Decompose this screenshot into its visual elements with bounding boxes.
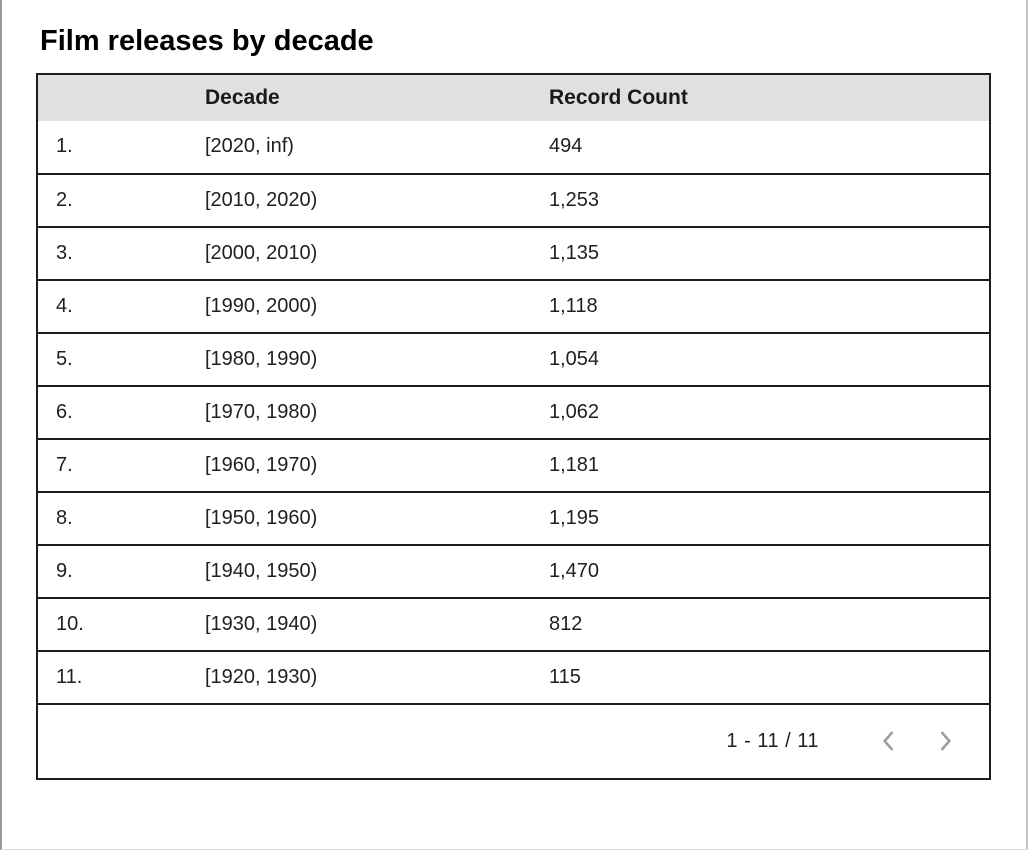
- data-table: Decade Record Count 1. [2020, inf) 494 2…: [38, 74, 989, 705]
- table-row: 7. [1960, 1970) 1,181: [38, 438, 989, 493]
- cell-record-count: 1,135: [529, 226, 989, 281]
- table-row: 6. [1970, 1980) 1,062: [38, 385, 989, 440]
- table-row: 5. [1980, 1990) 1,054: [38, 332, 989, 387]
- table-row: 1. [2020, inf) 494: [38, 120, 989, 175]
- table-row: 10. [1930, 1940) 812: [38, 597, 989, 652]
- cell-record-count: 1,054: [529, 332, 989, 387]
- cell-record-count: 1,195: [529, 491, 989, 546]
- row-number: 5.: [38, 332, 148, 387]
- row-number: 7.: [38, 438, 148, 493]
- cell-record-count: 812: [529, 597, 989, 652]
- table-row: 11. [1920, 1930) 115: [38, 650, 989, 705]
- row-number: 3.: [38, 226, 148, 281]
- pagination-prev-button[interactable]: [869, 721, 909, 761]
- pagination-next-button[interactable]: [925, 721, 965, 761]
- cell-decade: [1940, 1950): [148, 544, 529, 599]
- row-number: 4.: [38, 279, 148, 334]
- cell-decade: [2010, 2020): [148, 173, 529, 228]
- cell-decade: [1970, 1980): [148, 385, 529, 440]
- table-row: 8. [1950, 1960) 1,195: [38, 491, 989, 546]
- cell-decade: [1920, 1930): [148, 650, 529, 705]
- cell-record-count: 1,181: [529, 438, 989, 493]
- table-row: 3. [2000, 2010) 1,135: [38, 226, 989, 281]
- pagination: 1 - 11 / 11: [38, 704, 989, 778]
- cell-decade: [1960, 1970): [148, 438, 529, 493]
- cell-record-count: 494: [529, 120, 989, 175]
- table-header: Decade Record Count: [38, 74, 989, 121]
- row-number: 1.: [38, 120, 148, 175]
- chart-title: Film releases by decade: [40, 25, 374, 57]
- column-header-row-number: [38, 74, 148, 121]
- cell-decade: [1950, 1960): [148, 491, 529, 546]
- cell-decade: [2020, inf): [148, 120, 529, 175]
- cell-decade: [1990, 2000): [148, 279, 529, 334]
- chevron-left-icon: [876, 728, 902, 754]
- row-number: 9.: [38, 544, 148, 599]
- column-header-decade[interactable]: Decade: [148, 74, 529, 121]
- column-header-record-count[interactable]: Record Count: [529, 74, 989, 121]
- cell-record-count: 1,253: [529, 173, 989, 228]
- row-number: 10.: [38, 597, 148, 652]
- table-row: 9. [1940, 1950) 1,470: [38, 544, 989, 599]
- cell-record-count: 1,118: [529, 279, 989, 334]
- table-row: 2. [2010, 2020) 1,253: [38, 173, 989, 228]
- chevron-right-icon: [932, 728, 958, 754]
- cell-record-count: 115: [529, 650, 989, 705]
- table-chart-card: Decade Record Count 1. [2020, inf) 494 2…: [36, 72, 991, 780]
- row-number: 2.: [38, 173, 148, 228]
- table-row: 4. [1990, 2000) 1,118: [38, 279, 989, 334]
- cell-record-count: 1,062: [529, 385, 989, 440]
- row-number: 11.: [38, 650, 148, 705]
- pagination-range: 1 - 11 / 11: [726, 729, 819, 752]
- row-number: 6.: [38, 385, 148, 440]
- cell-decade: [1980, 1990): [148, 332, 529, 387]
- cell-decade: [1930, 1940): [148, 597, 529, 652]
- cell-record-count: 1,470: [529, 544, 989, 599]
- row-number: 8.: [38, 491, 148, 546]
- cell-decade: [2000, 2010): [148, 226, 529, 281]
